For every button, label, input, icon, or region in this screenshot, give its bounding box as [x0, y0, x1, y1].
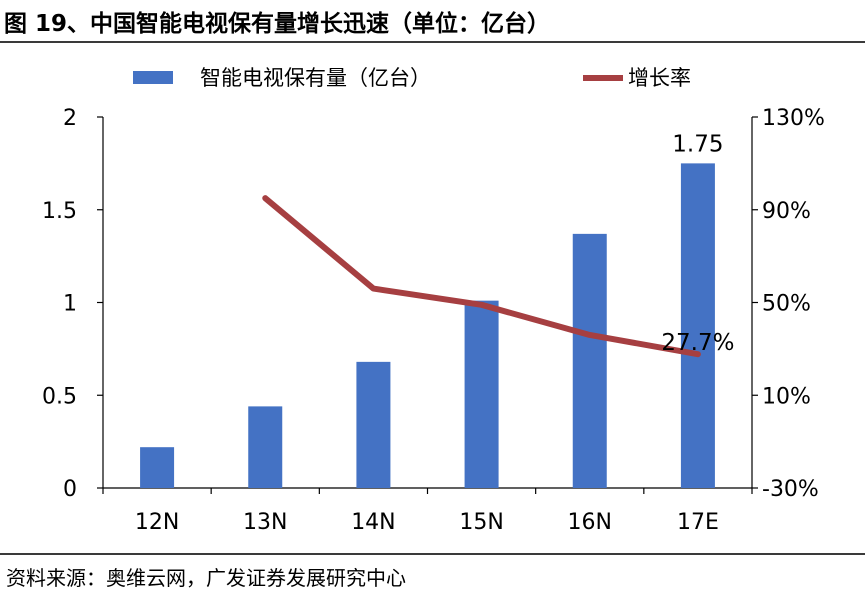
legend-label-line: 增长率: [628, 66, 691, 90]
x-tick-label: 12N: [135, 510, 179, 535]
bar-12N: [140, 447, 175, 488]
source-label: 资料来源：: [6, 566, 106, 590]
bar-16N: [572, 233, 607, 488]
line-series: [262, 195, 701, 358]
x-tick-label: 14N: [351, 510, 395, 535]
data-labels: 1.75 27.7%: [661, 131, 734, 356]
chart-legend: 智能电视保有量（亿台） 增长率: [133, 66, 691, 90]
right-tick-label: 130%: [762, 106, 825, 131]
source-text: 奥维云网，广发证券发展研究中心: [106, 566, 406, 590]
bar-series: [140, 163, 715, 488]
figure-header: 图 19、中国智能电视保有量增长迅速（单位：亿台）: [0, 0, 865, 44]
right-tick-label: 10%: [762, 384, 811, 409]
figure-title: 图 19、中国智能电视保有量增长迅速（单位：亿台）: [4, 11, 551, 37]
left-tick-label: 1: [63, 292, 77, 317]
data-label-bar: 1.75: [672, 131, 723, 157]
combo-chart: 智能电视保有量（亿台） 增长率 0 0.5 1 1.5 2 -30% 10% 50% 90% 13…: [42, 66, 825, 535]
x-tick-label: 15N: [459, 510, 503, 535]
right-tick-label: -30%: [762, 477, 819, 502]
x-tick-label: 13N: [243, 510, 287, 535]
bar-15N: [464, 300, 499, 488]
left-tick-label: 0: [63, 477, 77, 502]
x-tick-label: 16N: [568, 510, 612, 535]
legend-label-bars: 智能电视保有量（亿台）: [200, 66, 431, 90]
right-tick-label: 50%: [762, 292, 811, 317]
bar-17E: [680, 163, 715, 488]
left-tick-label: 2: [63, 106, 77, 131]
left-tick-label: 1.5: [42, 199, 77, 224]
right-tick-label: 90%: [762, 199, 811, 224]
x-tick-label: 17E: [677, 510, 719, 535]
source-rule: [0, 553, 865, 555]
legend-swatch-bars: [133, 71, 173, 84]
data-label-line: 27.7%: [661, 330, 734, 356]
chart-axes: 0 0.5 1 1.5 2 -30% 10% 50% 90% 130% 12N 13N 14N 15N 16…: [42, 106, 825, 535]
title-rule: [0, 41, 865, 43]
bar-14N: [356, 361, 391, 488]
left-tick-label: 0.5: [42, 384, 77, 409]
source-note: 资料来源：奥维云网，广发证券发展研究中心: [6, 562, 406, 591]
bar-13N: [248, 406, 283, 488]
